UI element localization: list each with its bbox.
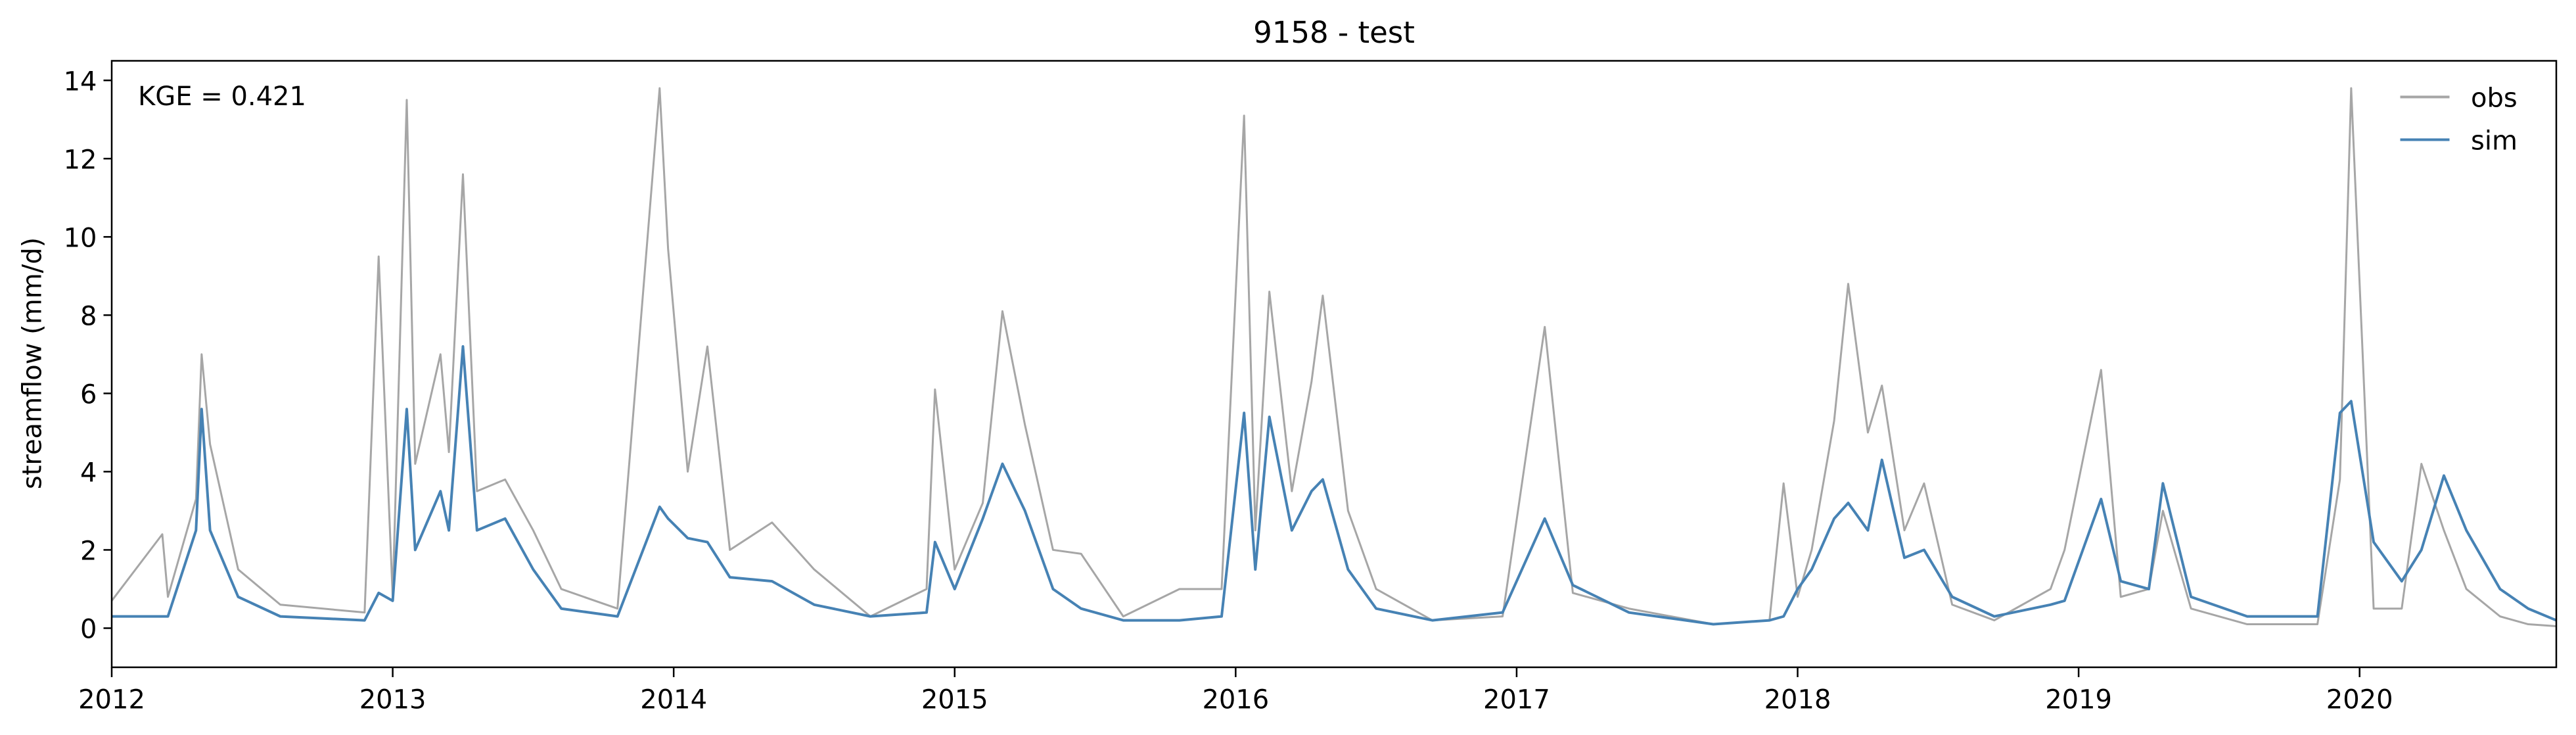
- x-tick-label: 2014: [640, 685, 707, 715]
- x-tick-label: 2020: [2326, 685, 2393, 715]
- chart-title: 9158 - test: [1253, 15, 1415, 50]
- x-tick-label: 2015: [921, 685, 988, 715]
- x-tick-label: 2019: [2045, 685, 2112, 715]
- y-tick-label: 8: [80, 301, 97, 331]
- plot-area: [110, 87, 2557, 627]
- annotation: KGE = 0.421: [138, 82, 306, 112]
- axes-frame: [110, 60, 2558, 669]
- x-tick-label: 2017: [1483, 685, 1550, 715]
- y-tick-label: 4: [80, 458, 97, 488]
- y-axis-label: streamflow (mm/d): [18, 237, 48, 489]
- y-tick-label: 14: [64, 66, 97, 97]
- x-tick-label: 2018: [1764, 685, 1831, 715]
- series-line: [112, 344, 2557, 626]
- y-tick-label: 6: [80, 379, 97, 410]
- y-tick-label: 10: [64, 223, 97, 253]
- x-tick-label: 2012: [78, 685, 145, 715]
- y-tick-label: 2: [80, 536, 97, 566]
- x-tick-label: 2016: [1202, 685, 1269, 715]
- legend-label: sim: [2471, 126, 2518, 156]
- x-tick-label: 2013: [359, 685, 426, 715]
- y-tick-label: 0: [80, 614, 97, 644]
- y-tick-label: 12: [64, 145, 97, 175]
- legend-label: obs: [2471, 83, 2518, 114]
